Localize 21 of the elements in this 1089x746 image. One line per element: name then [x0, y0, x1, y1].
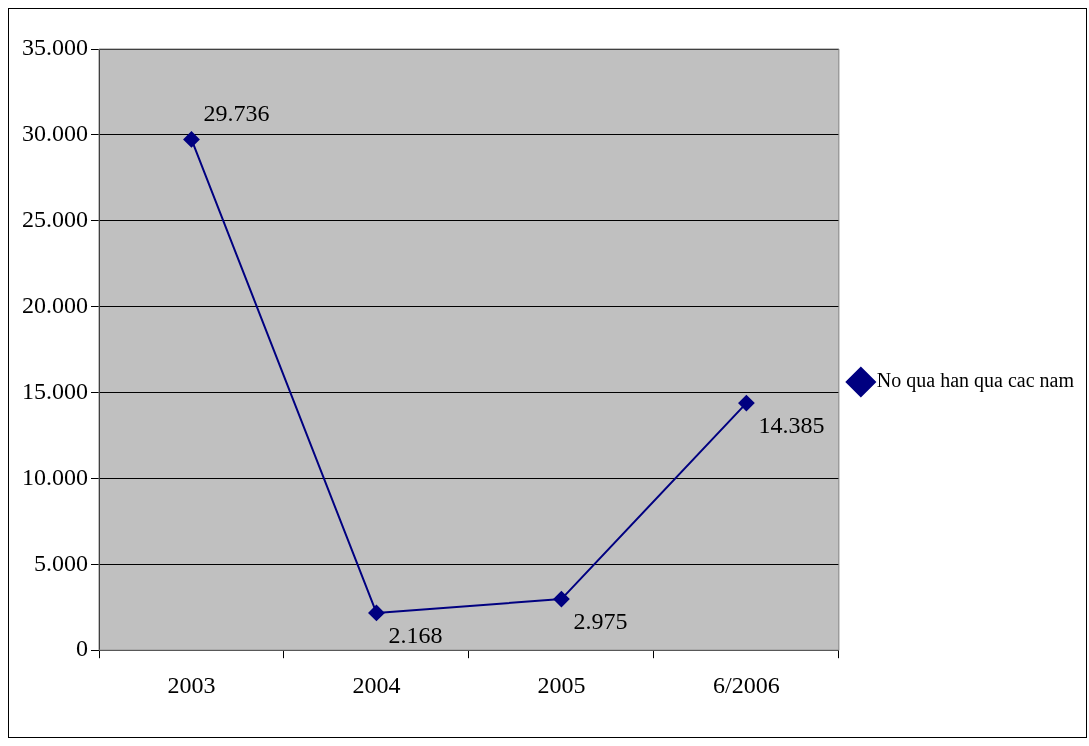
- y-tick-label: 0: [76, 635, 88, 662]
- point: [368, 604, 385, 621]
- y-tick-label: 20.000: [22, 291, 88, 318]
- point: [553, 591, 570, 608]
- text: 29.736: [203, 100, 270, 127]
- point: [738, 395, 755, 412]
- y-tick-label: 25.000: [22, 206, 88, 233]
- x-tick-label: 2005: [537, 671, 586, 698]
- y-tick-label: 10.000: [22, 463, 88, 490]
- text: 2.975: [573, 608, 628, 635]
- text: 2.168: [388, 621, 443, 648]
- point: [183, 131, 200, 148]
- y-tick-label: 15.000: [22, 377, 88, 404]
- x-tick-label: 2003: [167, 671, 216, 698]
- legend-label: No qua han qua cac nam: [876, 369, 1075, 393]
- y-tick-label: 5.000: [34, 549, 88, 576]
- x-tick-label: 2004: [352, 671, 401, 698]
- y-tick-label: 30.000: [22, 120, 88, 147]
- text: 14.385: [758, 412, 825, 439]
- x-tick-label: 6/2006: [713, 671, 780, 698]
- y-tick-label: 35.000: [22, 34, 88, 61]
